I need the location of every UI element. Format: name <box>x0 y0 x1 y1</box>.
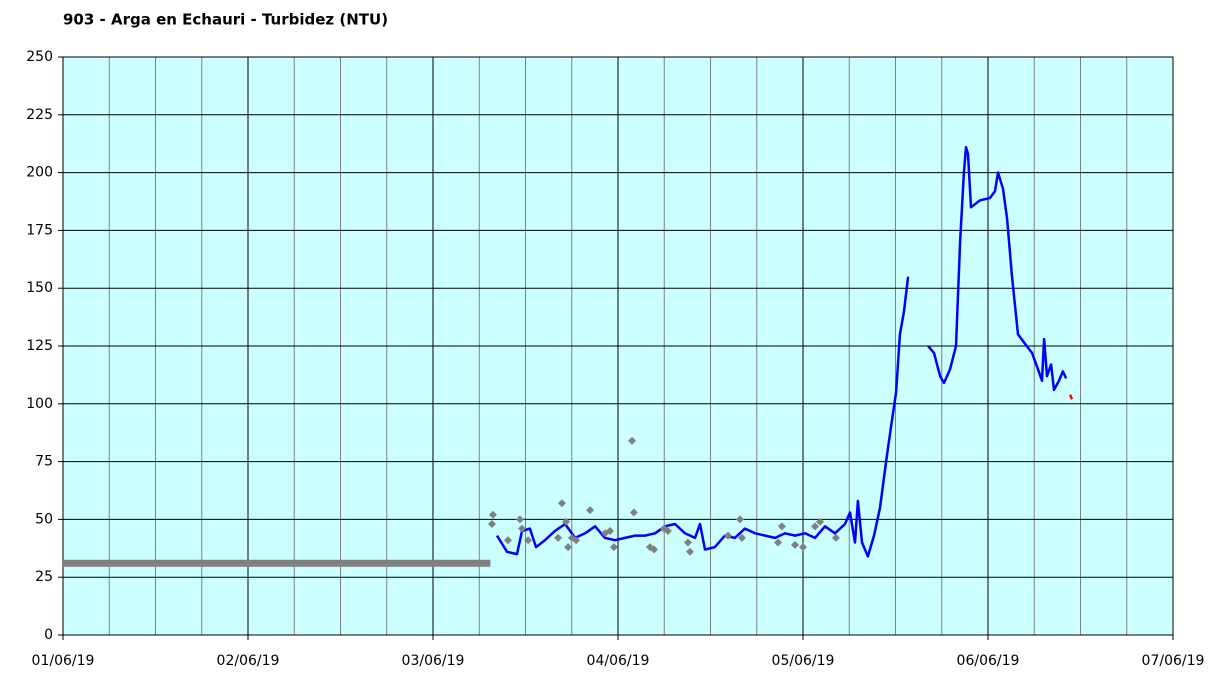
data-point <box>831 533 840 542</box>
data-point <box>524 536 533 545</box>
chart-title: 903 - Arga en Echauri - Turbidez (NTU) <box>63 11 388 29</box>
data-point <box>791 540 800 549</box>
data-point <box>735 515 744 524</box>
data-point <box>629 508 638 517</box>
data-point <box>685 547 694 556</box>
data-point <box>609 543 618 552</box>
data-point <box>737 533 746 542</box>
y-tick-label: 175 <box>26 222 53 238</box>
y-tick-label: 75 <box>35 454 53 470</box>
data-point <box>724 531 733 540</box>
data-line <box>1068 394 1074 400</box>
y-tick-label: 150 <box>26 280 53 296</box>
y-tick-label: 225 <box>26 107 53 123</box>
x-tick-label: 03/06/19 <box>402 653 465 669</box>
data-point <box>515 515 524 524</box>
data-point <box>663 526 672 535</box>
data-point <box>777 522 786 531</box>
x-tick-label: 05/06/19 <box>772 653 835 669</box>
data-point <box>488 520 497 529</box>
data-point <box>628 436 637 445</box>
x-tick-label: 06/06/19 <box>957 653 1020 669</box>
x-tick-label: 04/06/19 <box>587 653 650 669</box>
y-tick-label: 0 <box>44 627 53 643</box>
data-point <box>799 543 807 552</box>
data-point <box>554 533 563 542</box>
plot-frame <box>62 56 1174 636</box>
y-tick-label: 50 <box>35 511 53 527</box>
data-point <box>606 526 615 535</box>
y-tick-label: 100 <box>26 396 53 412</box>
y-tick-label: 25 <box>35 569 53 585</box>
y-tick-label: 200 <box>26 165 53 181</box>
data-point <box>586 506 595 515</box>
y-tick-label: 250 <box>26 49 53 65</box>
data-point <box>564 543 573 552</box>
data-point <box>488 510 497 519</box>
x-tick-label: 01/06/19 <box>32 653 95 669</box>
data-point <box>650 545 659 554</box>
data-point <box>811 522 820 531</box>
data-point <box>774 538 783 547</box>
data-point <box>562 517 571 526</box>
data-point <box>557 499 566 508</box>
y-tick-label: 125 <box>26 338 53 354</box>
data-point <box>517 524 526 533</box>
data-point <box>503 536 512 545</box>
data-point <box>683 538 692 547</box>
x-tick-label: 02/06/19 <box>217 653 280 669</box>
data-point <box>816 517 825 526</box>
data-point <box>572 536 581 545</box>
x-tick-label: 07/06/19 <box>1142 653 1205 669</box>
